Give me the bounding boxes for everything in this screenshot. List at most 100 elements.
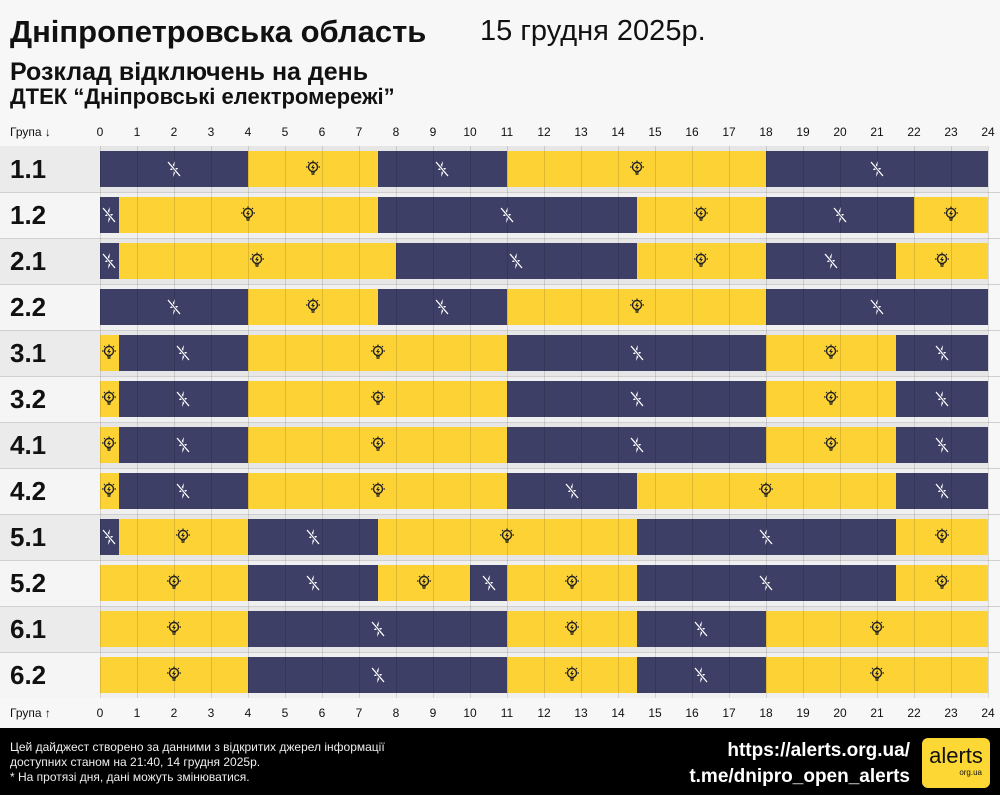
note-line-3: * На протязі дня, дані можуть змінюватис… — [10, 770, 250, 784]
segment-off — [100, 151, 248, 187]
no-power-icon — [175, 436, 191, 454]
light-bulb-icon — [370, 344, 386, 362]
no-power-icon — [101, 206, 117, 224]
segment-off — [470, 565, 507, 601]
tick-label: 24 — [981, 125, 995, 139]
light-bulb-icon — [934, 574, 950, 592]
segment-on — [248, 427, 507, 463]
segment-off — [100, 243, 119, 279]
no-power-icon — [166, 160, 182, 178]
group-label: 4.2 — [0, 468, 100, 514]
links: https://alerts.org.ua/ t.me/dnipro_open_… — [689, 738, 910, 790]
segment-on — [766, 611, 988, 647]
group-label: 1.2 — [0, 192, 100, 238]
group-label: 3.1 — [0, 330, 100, 376]
group-label: 6.2 — [0, 652, 100, 698]
segment-on — [636, 473, 896, 509]
tick-label: 21 — [870, 706, 884, 720]
no-power-icon — [508, 252, 524, 270]
segment-off — [248, 565, 378, 601]
tick-label: 2 — [170, 125, 178, 139]
tick-label: 12 — [537, 125, 551, 139]
segment-off — [895, 381, 988, 417]
segment-off — [248, 611, 507, 647]
no-power-icon — [934, 390, 950, 408]
tick-label: 6 — [318, 706, 326, 720]
tick-label: 9 — [429, 706, 437, 720]
no-power-icon — [869, 160, 885, 178]
segment-off — [507, 335, 766, 371]
light-bulb-icon — [758, 482, 774, 500]
hour-gridline — [248, 146, 249, 698]
tick-label: 4 — [244, 125, 252, 139]
tick-label: 7 — [355, 125, 363, 139]
provider: ДТЕК “Дніпровські електромережі” — [10, 84, 395, 109]
tick-label: 0 — [96, 706, 104, 720]
segment-off — [766, 289, 988, 325]
hour-gridline — [766, 146, 767, 698]
light-bulb-icon — [934, 528, 950, 546]
segment-on — [118, 243, 396, 279]
light-bulb-icon — [305, 160, 321, 178]
segment-off — [636, 519, 896, 555]
no-power-icon — [823, 252, 839, 270]
no-power-icon — [434, 160, 450, 178]
light-bulb-icon — [823, 390, 839, 408]
no-power-icon — [693, 620, 709, 638]
tick-label: 20 — [833, 125, 847, 139]
tick-label: 18 — [759, 125, 773, 139]
telegram-link[interactable]: t.me/dnipro_open_alerts — [689, 766, 910, 787]
group-label: 2.1 — [0, 238, 100, 284]
segment-off — [118, 473, 248, 509]
light-bulb-icon — [101, 436, 117, 454]
hour-gridline — [396, 146, 397, 698]
group-label: 6.1 — [0, 606, 100, 652]
alerts-logo: alerts org.ua — [922, 738, 990, 788]
no-power-icon — [934, 344, 950, 362]
light-bulb-icon — [101, 344, 117, 362]
group-label: 5.2 — [0, 560, 100, 606]
tick-label: 11 — [500, 125, 514, 139]
light-bulb-icon — [305, 298, 321, 316]
segment-off — [507, 381, 766, 417]
light-bulb-icon — [166, 574, 182, 592]
footer: Цей дайджест створено за данними з відкр… — [0, 728, 1000, 795]
segment-off — [766, 151, 988, 187]
hour-gridline — [729, 146, 730, 698]
no-power-icon — [101, 252, 117, 270]
light-bulb-icon — [869, 666, 885, 684]
row-divider — [0, 330, 1000, 331]
no-power-icon — [564, 482, 580, 500]
tick-label: 15 — [648, 125, 662, 139]
logo-text: alerts — [929, 743, 983, 768]
no-power-icon — [370, 666, 386, 684]
segment-on — [100, 427, 119, 463]
no-power-icon — [481, 574, 497, 592]
hour-gridline — [840, 146, 841, 698]
tick-label: 7 — [355, 706, 363, 720]
hour-gridline — [433, 146, 434, 698]
no-power-icon — [101, 528, 117, 546]
segment-on — [507, 611, 637, 647]
row-divider — [0, 376, 1000, 377]
site-link[interactable]: https://alerts.org.ua/ — [727, 740, 910, 761]
row-divider — [0, 560, 1000, 561]
no-power-icon — [305, 574, 321, 592]
segment-off — [895, 427, 988, 463]
segment-off — [118, 335, 248, 371]
tick-label: 15 — [648, 706, 662, 720]
no-power-icon — [758, 528, 774, 546]
segment-on — [766, 335, 896, 371]
light-bulb-icon — [370, 482, 386, 500]
row-divider — [0, 238, 1000, 239]
light-bulb-icon — [823, 344, 839, 362]
segment-on — [248, 381, 507, 417]
segment-off — [895, 335, 988, 371]
group-label-bottom: Група ↑ — [10, 706, 51, 720]
hour-gridline — [988, 146, 989, 698]
segment-on — [118, 197, 378, 233]
group-label: 1.1 — [0, 146, 100, 192]
segment-on — [248, 473, 507, 509]
segment-on — [100, 335, 119, 371]
hour-gridline — [211, 146, 212, 698]
